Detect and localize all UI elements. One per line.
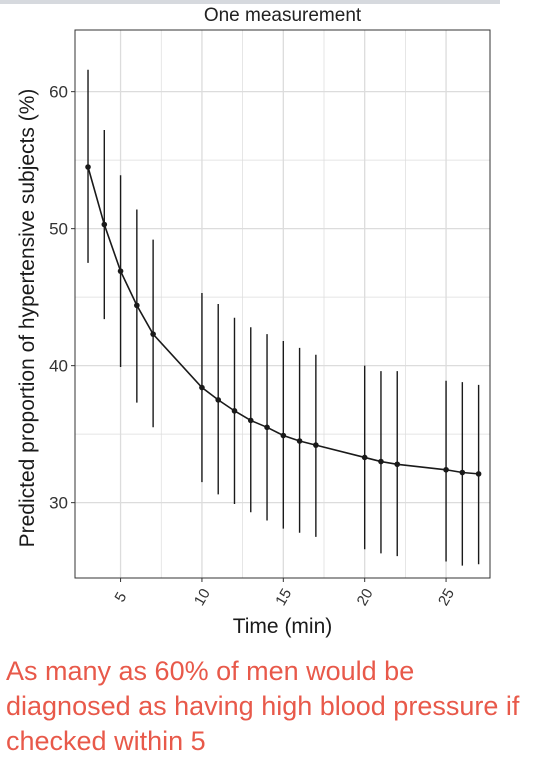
y-tick-label: 60	[49, 83, 68, 102]
chart: 30 40 50 60 5 10 15 20 25	[49, 29, 491, 609]
data-point	[101, 221, 108, 228]
data-point	[85, 164, 91, 170]
data-point	[117, 268, 124, 274]
y-tick-label: 40	[49, 357, 68, 376]
data-point	[459, 469, 466, 476]
data-point	[378, 458, 384, 465]
caption-text: As many as 60% of men would be diagnosed…	[6, 656, 520, 756]
y-axis-label: Predicted proportion of hypertensive sub…	[16, 88, 39, 548]
x-tick-label: 5	[112, 589, 131, 605]
data-point	[150, 331, 156, 337]
x-tick-label: 25	[435, 586, 458, 609]
data-point	[313, 442, 319, 448]
data-point	[361, 454, 368, 461]
data-point	[247, 417, 254, 424]
x-tick-label: 10	[191, 586, 214, 609]
data-point	[296, 438, 303, 444]
x-tick-label: 20	[354, 586, 377, 609]
data-point	[443, 466, 449, 473]
data-point	[231, 408, 238, 414]
data-point	[280, 432, 287, 439]
y-tick-label: 30	[49, 494, 68, 513]
data-point	[394, 461, 401, 468]
data-point	[199, 384, 205, 391]
data-point	[134, 302, 140, 309]
data-series	[85, 69, 482, 566]
chart-title: One measurement	[203, 5, 362, 26]
x-tick-label: 15	[272, 586, 295, 609]
axes: 30 40 50 60 5 10 15 20 25	[49, 29, 491, 609]
data-point	[475, 471, 482, 477]
data-point	[215, 397, 222, 403]
x-axis-label: Time (min)	[232, 615, 333, 638]
plot-panel-border	[74, 29, 491, 579]
top-divider	[0, 0, 500, 4]
y-tick-label: 50	[49, 220, 68, 239]
data-point	[264, 424, 270, 431]
